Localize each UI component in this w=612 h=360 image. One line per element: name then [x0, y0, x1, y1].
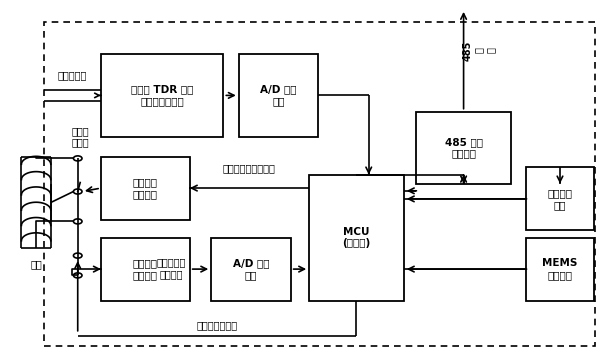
Text: 对应的直流
电压输出: 对应的直流 电压输出: [157, 257, 186, 279]
Text: 电子模
拟开关: 电子模 拟开关: [72, 126, 89, 148]
FancyBboxPatch shape: [101, 54, 223, 137]
FancyBboxPatch shape: [526, 167, 594, 230]
FancyBboxPatch shape: [526, 238, 594, 301]
FancyBboxPatch shape: [211, 238, 291, 301]
Text: MCU
(单片机): MCU (单片机): [342, 227, 371, 248]
Text: A/D 转换
电路: A/D 转换 电路: [233, 258, 269, 280]
Text: 正弦电压发生控制端: 正弦电压发生控制端: [223, 163, 276, 173]
FancyBboxPatch shape: [416, 112, 511, 184]
FancyBboxPatch shape: [101, 238, 190, 301]
Text: 正弦电压
发生电路: 正弦电压 发生电路: [133, 177, 158, 199]
Text: 正弦电压
测量电路: 正弦电压 测量电路: [133, 258, 158, 280]
FancyBboxPatch shape: [239, 54, 318, 137]
Text: 485 总线
驱动电路: 485 总线 驱动电路: [444, 137, 483, 158]
FancyBboxPatch shape: [101, 157, 190, 220]
Text: 地磁测量
电路: 地磁测量 电路: [548, 188, 572, 210]
FancyBboxPatch shape: [309, 175, 404, 301]
Text: 485
总
线: 485 总 线: [462, 40, 496, 60]
Text: 螺旋线 TDR 敏应
或电感测量电路: 螺旋线 TDR 敏应 或电感测量电路: [131, 85, 193, 106]
Text: A/D 转换
电路: A/D 转换 电路: [260, 85, 297, 106]
Text: 模拟开关控制端: 模拟开关控制端: [196, 320, 237, 330]
Text: 线圈: 线圈: [30, 260, 42, 270]
Text: MEMS
测斜电路: MEMS 测斜电路: [542, 258, 578, 280]
Text: 螺旋平行线: 螺旋平行线: [58, 71, 87, 81]
